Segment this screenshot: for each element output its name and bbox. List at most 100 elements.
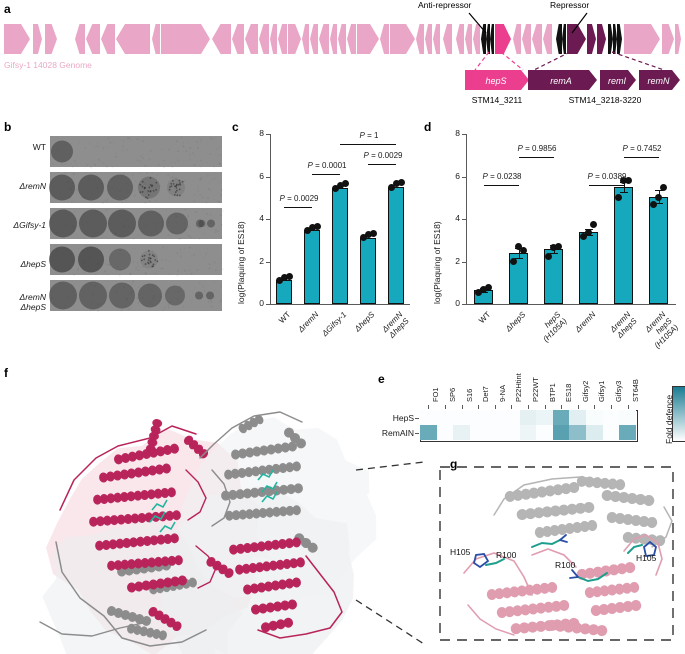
heatmap-column-label: Gifsy1 [597, 381, 606, 402]
plaque-row-label-dremn-dheps: ΔremN ΔhepS [0, 292, 46, 312]
heatmap-cell [520, 425, 537, 440]
panel-d-bar-chart: d 0 2 4 6 8 log(Plaquing of ES18) WT ΔhepS hepS(… [418, 118, 685, 350]
plaque-label-text: ΔremN [20, 292, 46, 302]
heatmap-cell [553, 410, 570, 425]
heatmap-cell [603, 410, 620, 425]
error-cap [620, 192, 628, 193]
panel-a-letter: a [4, 2, 11, 16]
significance-bar [624, 157, 659, 158]
data-point [314, 223, 321, 230]
data-point [590, 221, 597, 228]
bar [579, 232, 599, 304]
y-tick-label: 6 [440, 171, 460, 181]
heatmap-cell [453, 410, 470, 425]
p-symbol: P [623, 144, 628, 153]
plaque-label-text: WT [33, 142, 46, 152]
y-tick [266, 177, 270, 178]
heatmap-cell [536, 425, 553, 440]
significance-bar [312, 174, 340, 175]
bar [304, 230, 320, 304]
plaque-row-label-dheps: ΔhepS [0, 259, 46, 269]
significance-label: P = 0.0029 [271, 194, 327, 203]
heatmap-cell [586, 410, 603, 425]
heatmap-column-tick [428, 405, 429, 409]
heatmap-column-label: ES18 [564, 384, 573, 402]
significance-label: P = 0.9856 [509, 144, 565, 153]
heatmap-cell [420, 425, 437, 440]
plaque-row-label-wt: WT [0, 142, 46, 152]
y-tick-label: 6 [244, 171, 264, 181]
heatmap-cell [503, 410, 520, 425]
heatmap-column-label: P22Htint [514, 373, 523, 402]
panel-c-bar-chart: c 0 2 4 6 8 log(Plaquing of ES18) WT ΔremN ΔGifs… [228, 118, 418, 350]
panel-f-structure: f [0, 360, 385, 654]
heatmap-cell [586, 425, 603, 440]
callout-repressor: Repressor [550, 0, 589, 10]
heatmap-cell [486, 410, 503, 425]
heatmap-column-label: ST64B [631, 379, 640, 402]
y-tick [266, 219, 270, 220]
heatmap-column-tick [594, 405, 595, 409]
heatmap-column-label: FO1 [431, 387, 440, 402]
gene-box-remA: remA [528, 70, 594, 92]
heatmap-cell [619, 410, 636, 425]
x-tick-label-line: WT [277, 310, 292, 325]
heatmap-cell [553, 425, 570, 440]
y-tick-label: 0 [440, 298, 460, 308]
p-symbol: P [483, 172, 488, 181]
heatmap-column-tick [478, 405, 479, 409]
heatmap-cell [536, 410, 553, 425]
y-tick-label: 0 [244, 298, 264, 308]
y-tick-label: 4 [244, 213, 264, 223]
x-tick-label-line: ΔremN [573, 310, 597, 334]
residue-label-r100-left: R100 [496, 550, 516, 560]
panel-b-plaque-assay: b WT ΔremN ΔGifsy-1 ΔhepS ΔremN ΔhepS [0, 118, 228, 338]
heatmap-column-tick [578, 405, 579, 409]
significance-label: P = 0.0001 [299, 161, 355, 170]
heatmap-column-label: Det7 [481, 386, 490, 402]
gene-box-remN: remN [639, 70, 678, 92]
heatmap-cell [569, 410, 586, 425]
data-point [660, 184, 667, 191]
bar [614, 187, 634, 304]
locus-label-rem: STM14_3218-3220 [530, 95, 680, 105]
heatmap-cell [520, 410, 537, 425]
plaque-row-label-dremn: ΔremN [0, 181, 46, 191]
heatmap-column-tick [611, 405, 612, 409]
y-axis [466, 134, 467, 304]
significance-label: P = 0.0029 [355, 151, 411, 160]
heatmap-cell [437, 425, 454, 440]
x-axis [270, 304, 410, 305]
bar [649, 197, 669, 304]
heatmap-cell [420, 410, 437, 425]
hepS-dimer-structure [0, 360, 385, 654]
data-point [510, 258, 517, 265]
heatmap-column-tick [561, 405, 562, 409]
heatmap-column-tick [528, 405, 529, 409]
y-tick-label: 2 [440, 256, 460, 266]
y-tick [462, 262, 466, 263]
heatmap-cell [470, 410, 487, 425]
residue-label-h105-left: H105 [450, 547, 470, 557]
y-tick [266, 262, 270, 263]
significance-label: P = 0.0238 [474, 172, 530, 181]
significance-label: P = 0.7452 [614, 144, 670, 153]
x-tick-label-line: ΔhepS [353, 310, 376, 333]
significance-bar [284, 207, 312, 208]
heatmap-column-label: S16 [465, 389, 474, 402]
residue-label-r100-right: R100 [555, 560, 575, 570]
significance-label: P = 0.0389 [579, 172, 635, 181]
p-symbol: P [360, 131, 365, 140]
data-point [545, 253, 552, 260]
data-point [286, 273, 293, 280]
heatmap-cell [503, 425, 520, 440]
heatmap-column-label: P22WT [531, 377, 540, 402]
y-tick-label: 2 [244, 256, 264, 266]
y-tick [462, 219, 466, 220]
data-point [342, 180, 349, 187]
x-axis [466, 304, 676, 305]
y-tick-label: 4 [440, 213, 460, 223]
heatmap-column-tick [511, 405, 512, 409]
significance-bar [589, 185, 624, 186]
x-tick-label-line: ΔremN [296, 310, 320, 334]
